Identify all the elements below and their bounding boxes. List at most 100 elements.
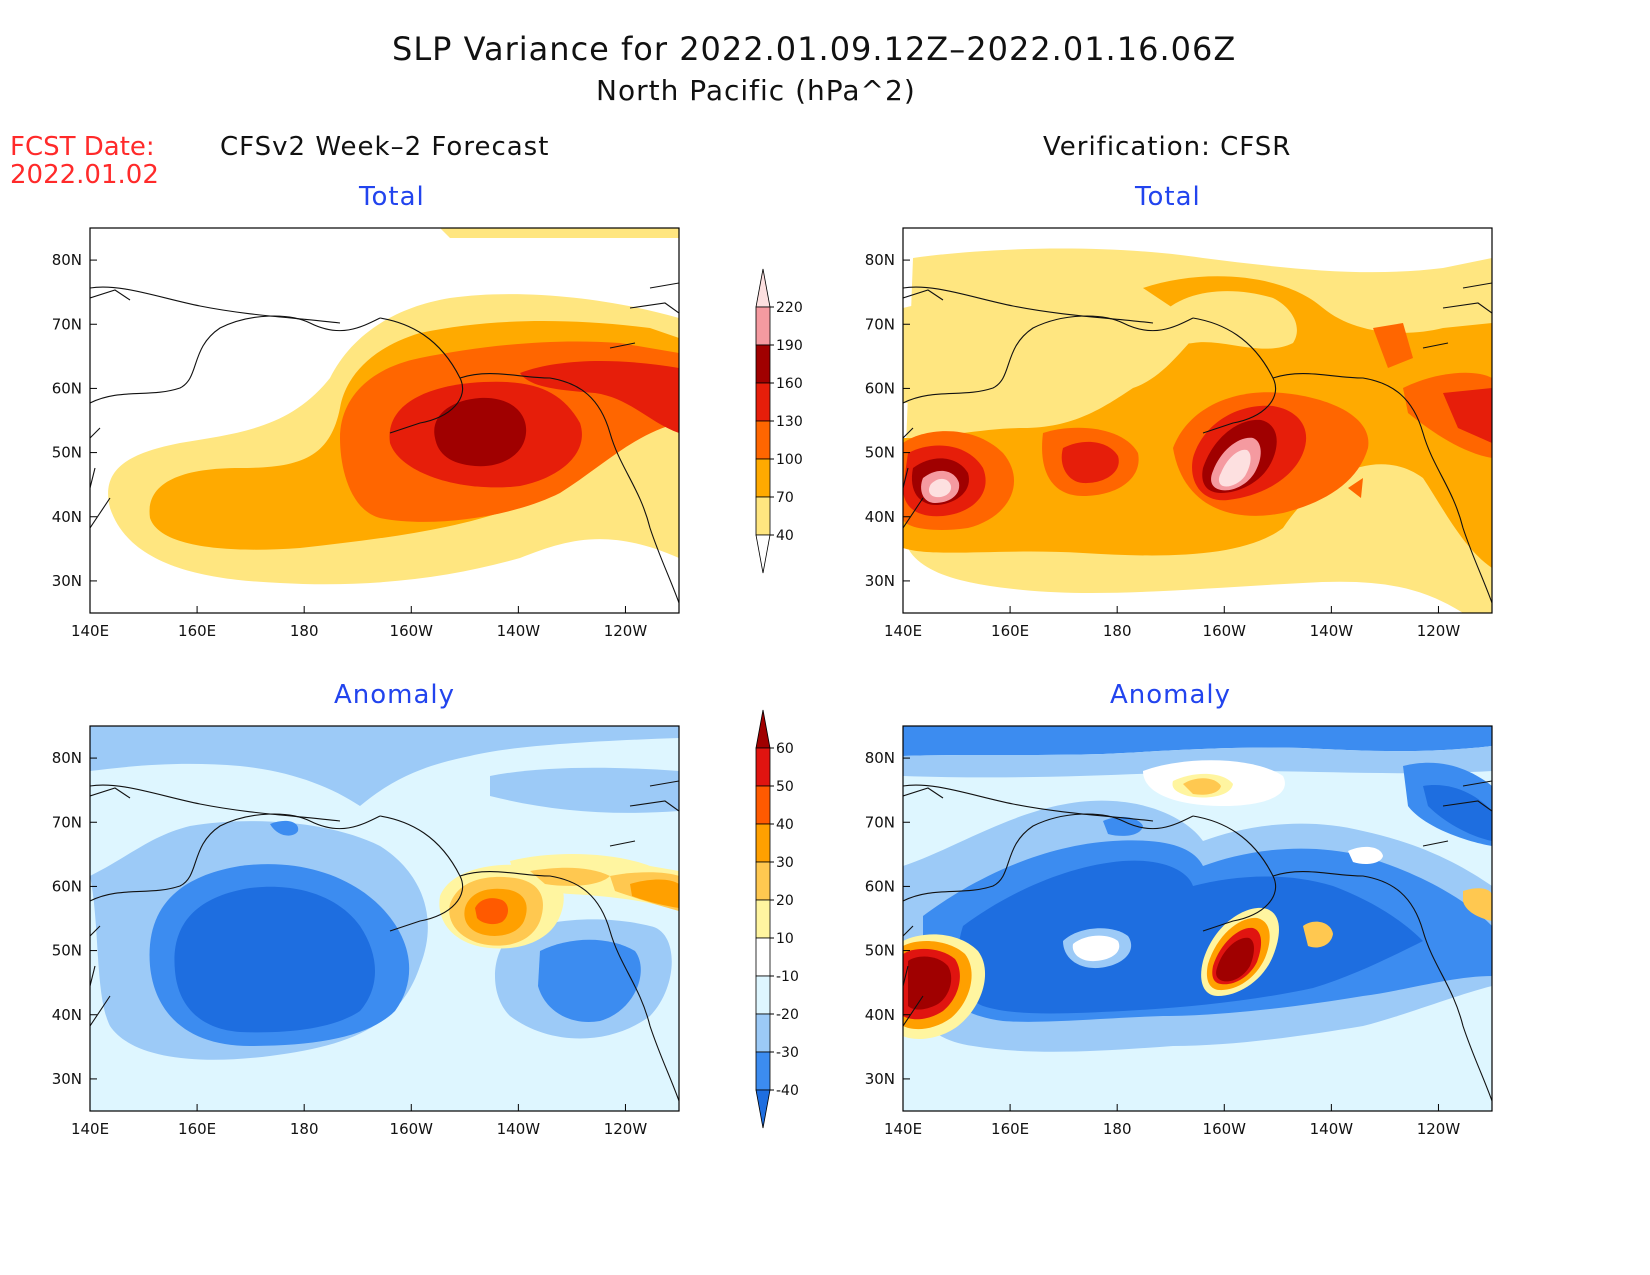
colorbar-swatch (755, 534, 771, 574)
colorbar-label: 40 (776, 817, 794, 833)
x-tick-label: 160W (390, 622, 434, 640)
x-tick-label: 140E (884, 622, 922, 640)
x-tick-label: 140E (884, 1120, 922, 1138)
y-tick-label: 80N (865, 251, 895, 269)
x-axis: 140E 160E 180 160W 140W 120W (71, 606, 647, 640)
colorbar-swatch (755, 861, 771, 901)
contour-fill-forecast-total (90, 228, 679, 613)
colorbar-swatch (755, 458, 771, 498)
colorbar-swatch (755, 747, 771, 787)
colorbar-label: 220 (776, 300, 803, 316)
colorbar-swatch (755, 268, 771, 308)
y-tick-label: 60N (865, 379, 895, 397)
colorbar-swatch (755, 937, 771, 977)
y-tick-label: 80N (52, 251, 82, 269)
colorbar-label: 20 (776, 893, 794, 909)
colorbar-swatch (755, 306, 771, 346)
x-tick-label: 180 (1103, 1120, 1132, 1138)
y-tick-label: 30N (52, 1070, 82, 1088)
main-subtitle: North Pacific (hPa^2) (596, 74, 916, 107)
x-axis: 140E 160E 180 160W 140W 120W (884, 1104, 1460, 1138)
colorbar-total: 40 70 100 130 160 190 220 (755, 268, 803, 574)
colorbar-swatch (755, 785, 771, 825)
colorbar-label: 100 (776, 452, 803, 468)
x-tick-label: 140W (1310, 622, 1354, 640)
colorbar-label: 40 (776, 528, 794, 544)
y-tick-label: 70N (52, 315, 82, 333)
colorbar-swatch (755, 709, 771, 749)
map-frame (89, 227, 680, 614)
map-frame (902, 725, 1493, 1112)
y-tick-label: 30N (52, 572, 82, 590)
y-axis: 80N 70N 60N 50N 40N 30N (865, 251, 910, 590)
y-tick-label: 40N (865, 1006, 895, 1024)
fcst-date-label: FCST Date: (10, 132, 155, 162)
y-tick-label: 70N (865, 813, 895, 831)
colorbar-label: 190 (776, 338, 803, 354)
y-tick-label: 40N (865, 508, 895, 526)
x-tick-label: 120W (604, 622, 648, 640)
colorbar-label: 60 (776, 741, 794, 757)
x-tick-label: 160W (390, 1120, 434, 1138)
x-tick-label: 140W (497, 1120, 541, 1138)
fcst-date-value: 2022.01.02 (10, 160, 159, 190)
coastlines (903, 282, 1492, 604)
colorbar-label: 30 (776, 855, 794, 871)
x-tick-label: 160W (1203, 622, 1247, 640)
contour-fill-verification-total (903, 228, 1492, 613)
x-axis: 140E 160E 180 160W 140W 120W (71, 1104, 647, 1138)
map-frame (902, 227, 1493, 614)
y-tick-label: 60N (52, 379, 82, 397)
coastlines (90, 282, 679, 604)
map-forecast-total: 140E 160E 180 160W 140W 120W 80N 70N 60N 50N 40N 3… (52, 227, 680, 640)
x-tick-label: 120W (1417, 1120, 1461, 1138)
colorbar-swatch (755, 1013, 771, 1053)
map-verification-total: 140E 160E 180 160W 140W 120W 80N 70N 60N 50N 40N 3… (865, 227, 1493, 640)
colorbar-label: -10 (776, 969, 799, 985)
panel-title-forecast-anomaly: Anomaly (334, 680, 456, 710)
colorbar-label: 70 (776, 490, 794, 506)
y-tick-label: 30N (865, 1070, 895, 1088)
x-tick-label: 160E (178, 622, 216, 640)
y-tick-label: 60N (865, 877, 895, 895)
colorbar-swatch (755, 382, 771, 422)
colorbar-swatch (755, 823, 771, 863)
colorbar-swatch (755, 899, 771, 939)
x-tick-label: 180 (290, 1120, 319, 1138)
x-tick-label: 140W (1310, 1120, 1354, 1138)
colorbar-label: -30 (776, 1045, 799, 1061)
colorbar-swatch (755, 1051, 771, 1091)
colorbar-label: 10 (776, 931, 794, 947)
colorbar-label: 130 (776, 414, 803, 430)
x-tick-label: 160E (991, 622, 1029, 640)
colorbar-label: 50 (776, 779, 794, 795)
contour-fill-verification-anomaly (903, 726, 1492, 1111)
y-tick-label: 50N (865, 942, 895, 960)
y-tick-label: 80N (865, 749, 895, 767)
y-tick-label: 80N (52, 749, 82, 767)
y-tick-label: 60N (52, 877, 82, 895)
colorbar-swatch (755, 344, 771, 384)
x-tick-label: 120W (1417, 622, 1461, 640)
panel-title-verif-anomaly: Anomaly (1110, 680, 1232, 710)
y-tick-label: 40N (52, 508, 82, 526)
map-forecast-anomaly: 140E 160E 180 160W 140W 120W 80N 70N 60N 50N 40N 3… (52, 725, 680, 1138)
y-axis: 80N 70N 60N 50N 40N 30N (865, 749, 910, 1088)
y-tick-label: 50N (52, 942, 82, 960)
left-column-title: CFSv2 Week–2 Forecast (220, 132, 550, 162)
x-tick-label: 180 (1103, 622, 1132, 640)
colorbar-label: -20 (776, 1007, 799, 1023)
coastlines (903, 780, 1492, 1102)
x-tick-label: 160E (178, 1120, 216, 1138)
map-frame (89, 725, 680, 1112)
colorbar-swatch (755, 975, 771, 1015)
colorbar-swatch (755, 420, 771, 460)
y-tick-label: 70N (865, 315, 895, 333)
colorbar-label: -40 (776, 1083, 799, 1099)
y-tick-label: 30N (865, 572, 895, 590)
x-tick-label: 160W (1203, 1120, 1247, 1138)
contour-fill-forecast-anomaly (90, 726, 679, 1111)
y-axis: 80N 70N 60N 50N 40N 30N (52, 251, 97, 590)
coastlines (90, 780, 679, 1102)
y-tick-label: 50N (52, 444, 82, 462)
